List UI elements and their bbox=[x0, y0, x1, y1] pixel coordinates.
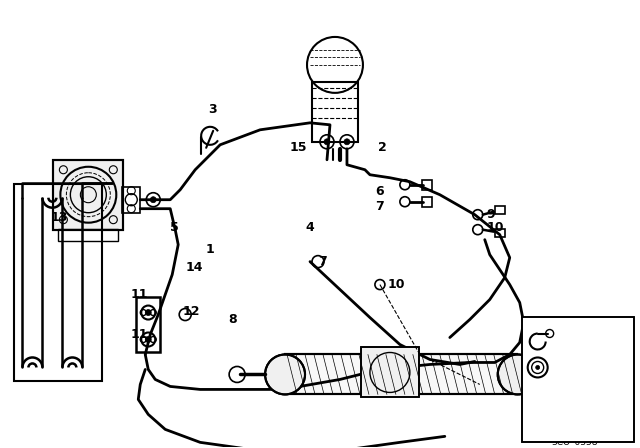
Bar bbox=[58, 228, 118, 241]
Bar bbox=[361, 348, 419, 397]
Text: 15: 15 bbox=[290, 141, 308, 154]
Circle shape bbox=[498, 354, 538, 394]
Bar bbox=[15, 184, 102, 381]
Bar bbox=[422, 180, 432, 190]
Bar bbox=[522, 317, 634, 442]
Text: 11: 11 bbox=[131, 328, 148, 341]
Bar bbox=[53, 160, 124, 230]
Bar bbox=[285, 354, 517, 394]
Bar bbox=[53, 160, 124, 230]
Text: 10: 10 bbox=[388, 278, 405, 291]
Text: 13: 13 bbox=[51, 211, 68, 224]
Circle shape bbox=[344, 139, 350, 145]
Circle shape bbox=[145, 336, 151, 343]
Bar bbox=[312, 82, 358, 142]
Text: 7: 7 bbox=[318, 255, 327, 268]
Text: 12: 12 bbox=[182, 305, 200, 318]
Circle shape bbox=[150, 197, 156, 202]
Bar bbox=[495, 228, 505, 237]
Circle shape bbox=[536, 366, 540, 370]
Text: 4: 4 bbox=[305, 221, 314, 234]
Text: 6: 6 bbox=[375, 185, 383, 198]
Bar bbox=[422, 197, 432, 207]
Text: 11: 11 bbox=[131, 288, 148, 301]
Text: 5: 5 bbox=[170, 221, 179, 234]
Bar bbox=[495, 206, 505, 214]
Text: 9: 9 bbox=[487, 208, 495, 221]
Circle shape bbox=[265, 354, 305, 394]
Text: 2: 2 bbox=[378, 141, 387, 154]
Bar bbox=[361, 348, 419, 397]
Text: 1: 1 bbox=[205, 243, 214, 256]
Text: 14: 14 bbox=[185, 261, 203, 274]
Circle shape bbox=[324, 139, 330, 145]
Bar bbox=[136, 297, 160, 352]
Circle shape bbox=[145, 310, 151, 315]
Text: 16: 16 bbox=[548, 328, 565, 341]
Text: 8: 8 bbox=[228, 313, 237, 326]
Text: 7: 7 bbox=[375, 200, 383, 213]
Text: 17: 17 bbox=[548, 348, 565, 361]
Bar bbox=[122, 187, 140, 213]
Text: 3CO*0358: 3CO*0358 bbox=[552, 438, 598, 447]
Bar bbox=[522, 317, 634, 442]
Bar bbox=[285, 354, 517, 394]
Text: 3: 3 bbox=[208, 103, 217, 116]
Text: 10: 10 bbox=[487, 221, 504, 234]
